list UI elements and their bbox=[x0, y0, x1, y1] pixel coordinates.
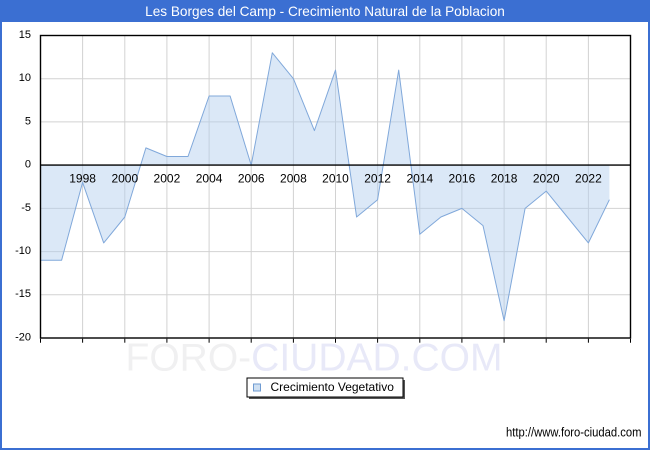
svg-text:2022: 2022 bbox=[575, 172, 602, 186]
svg-text:2010: 2010 bbox=[322, 172, 349, 186]
svg-text:10: 10 bbox=[19, 72, 31, 84]
svg-text:1998: 1998 bbox=[69, 172, 96, 186]
svg-text:0: 0 bbox=[25, 159, 31, 171]
svg-text:2016: 2016 bbox=[449, 172, 476, 186]
svg-text:-20: -20 bbox=[15, 331, 31, 343]
svg-text:-15: -15 bbox=[15, 288, 31, 300]
svg-text:-5: -5 bbox=[21, 202, 31, 214]
svg-text:2006: 2006 bbox=[238, 172, 265, 186]
svg-text:2018: 2018 bbox=[491, 172, 518, 186]
svg-text:2002: 2002 bbox=[154, 172, 181, 186]
svg-text:2012: 2012 bbox=[364, 172, 391, 186]
svg-text:2014: 2014 bbox=[406, 172, 433, 186]
svg-text:2004: 2004 bbox=[196, 172, 223, 186]
svg-text:-10: -10 bbox=[15, 245, 31, 257]
svg-text:5: 5 bbox=[25, 115, 31, 127]
svg-text:Crecimiento Vegetativo: Crecimiento Vegetativo bbox=[271, 380, 395, 394]
svg-text:http://www.foro-ciudad.com: http://www.foro-ciudad.com bbox=[506, 425, 642, 440]
svg-text:2000: 2000 bbox=[111, 172, 138, 186]
svg-text:Les Borges del Camp - Crecimie: Les Borges del Camp - Crecimiento Natura… bbox=[145, 4, 505, 19]
svg-text:2020: 2020 bbox=[533, 172, 560, 186]
svg-text:15: 15 bbox=[19, 29, 31, 41]
svg-text:FORO-CIUDAD.COM: FORO-CIUDAD.COM bbox=[126, 337, 503, 380]
svg-text:2008: 2008 bbox=[280, 172, 307, 186]
